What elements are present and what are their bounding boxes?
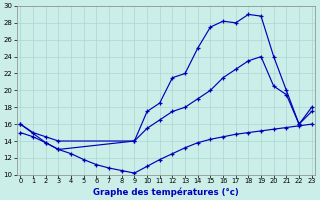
X-axis label: Graphe des températures (°c): Graphe des températures (°c) bbox=[93, 187, 239, 197]
